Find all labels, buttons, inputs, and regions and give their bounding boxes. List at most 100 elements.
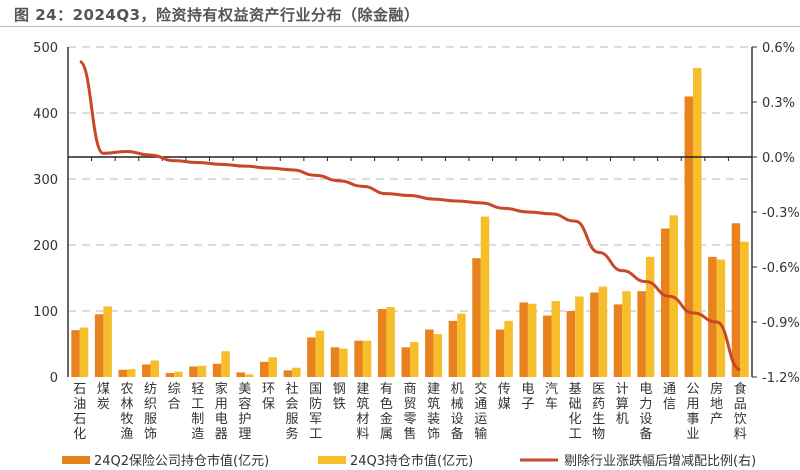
category-label: 石油石化 (73, 382, 86, 442)
bar-24q2 (142, 364, 151, 377)
right-axis-tick-label: 0.3% (762, 96, 795, 111)
legend-label: 24Q3持仓市值(亿元) (350, 453, 473, 469)
category-label: 建筑材料 (356, 382, 369, 442)
left-axis-tick-label: 0 (50, 371, 58, 386)
category-label: 社会服务 (286, 381, 299, 442)
bar-24q2 (94, 314, 104, 377)
category-label: 计算机 (616, 382, 629, 427)
bar-24q3 (126, 369, 136, 377)
category-label: 电力设备 (639, 382, 652, 442)
category-label: 综合 (168, 382, 181, 412)
bar-24q3 (103, 306, 112, 377)
legend-label: 24Q2保险公司持仓市值(亿元) (94, 453, 269, 469)
bar-24q2 (212, 363, 222, 377)
category-label: 电子 (521, 382, 534, 412)
bar-24q2 (425, 329, 434, 377)
bar-24q2 (472, 258, 481, 377)
category-label: 建筑装饰 (427, 382, 440, 442)
bar-24q3 (433, 334, 443, 377)
right-axis-tick-label: -0.6% (762, 261, 800, 276)
bar-24q3 (268, 357, 277, 377)
category-label: 纺织服饰 (144, 382, 157, 442)
category-label: 商贸零售 (403, 382, 416, 442)
bar-24q3 (716, 259, 726, 377)
legend-label: 剔除行业涨跌幅后增减配比例(右) (564, 453, 756, 469)
bar-24q2 (566, 311, 576, 377)
bar-24q3 (622, 291, 631, 377)
category-label: 轻工制造 (191, 382, 204, 442)
category-label: 农林牧渔 (120, 382, 133, 442)
bar-24q3 (79, 327, 89, 377)
left-axis-tick-label: 400 (33, 107, 58, 122)
bar-24q2 (330, 347, 340, 377)
category-label: 机械设备 (451, 382, 464, 442)
bar-24q3 (575, 296, 584, 377)
category-label: 基础化工 (569, 382, 582, 442)
category-label: 有色金属 (380, 382, 393, 442)
bar-24q3 (292, 367, 301, 377)
category-label: 医药生物 (592, 382, 605, 442)
bar-24q2 (543, 315, 552, 377)
bar-24q3 (362, 340, 372, 377)
category-label: 国防军工 (309, 382, 322, 442)
bar-24q2 (684, 96, 694, 377)
right-axis-tick-label: 0.6% (762, 41, 795, 56)
bar-24q2 (519, 302, 528, 377)
category-label: 公用事业 (687, 382, 700, 442)
bar-24q3 (221, 351, 230, 377)
bar-24q3 (410, 342, 419, 377)
category-label: 传媒 (498, 382, 511, 412)
bar-24q3 (693, 68, 702, 378)
category-label: 交通运输 (474, 381, 487, 442)
category-label: 汽车 (545, 382, 558, 412)
bar-24q3 (457, 313, 466, 377)
bar-24q3 (244, 374, 254, 377)
bar-24q2 (354, 340, 363, 377)
category-label: 煤炭 (97, 382, 110, 412)
left-axis-tick-label: 500 (33, 41, 58, 56)
bar-24q2 (637, 291, 646, 377)
bar-24q2 (189, 366, 198, 377)
bar-24q2 (660, 228, 670, 377)
bar-24q3 (339, 348, 348, 377)
bar-24q2 (448, 320, 458, 377)
bar-24q3 (598, 286, 608, 377)
right-axis-tick-label: -0.9% (762, 316, 800, 331)
bar-24q3 (527, 303, 537, 377)
bar-24q2 (259, 361, 269, 377)
left-axis-tick-label: 200 (33, 239, 58, 254)
bar-24q3 (197, 365, 207, 377)
bar-24q2 (165, 373, 175, 377)
bar-24q2 (731, 223, 741, 377)
bar-24q3 (150, 360, 160, 377)
left-axis-tick-label: 300 (33, 173, 58, 188)
chart-title: 图 24：2024Q3，险资持有权益资产行业分布（除金融） (14, 6, 420, 24)
bar-24q3 (740, 241, 749, 377)
category-label: 环保 (262, 382, 275, 412)
legend-swatch (318, 456, 346, 464)
bar-24q3 (480, 216, 490, 377)
bar-24q2 (495, 329, 505, 377)
bar-24q2 (401, 347, 410, 377)
title-divider (0, 26, 800, 27)
category-label: 食品饮料 (734, 381, 747, 442)
category-label: 房地产 (710, 381, 723, 427)
category-label: 钢铁 (333, 382, 346, 412)
legend-swatch (62, 456, 90, 464)
bar-24q2 (708, 256, 717, 377)
category-label: 通信 (663, 382, 676, 412)
bar-24q2 (118, 369, 127, 377)
bar-24q3 (551, 301, 561, 377)
bar-24q2 (377, 309, 387, 377)
right-axis-tick-label: -1.2% (762, 371, 800, 386)
category-label: 美容护理 (238, 382, 251, 442)
bar-24q2 (590, 292, 599, 377)
left-axis-tick-label: 100 (33, 305, 58, 320)
bar-24q3 (315, 330, 325, 377)
bar-24q2 (307, 337, 316, 377)
bar-24q3 (645, 256, 655, 377)
bar-24q2 (613, 304, 623, 377)
category-label: 家用电器 (215, 381, 228, 442)
bar-24q3 (174, 371, 183, 377)
